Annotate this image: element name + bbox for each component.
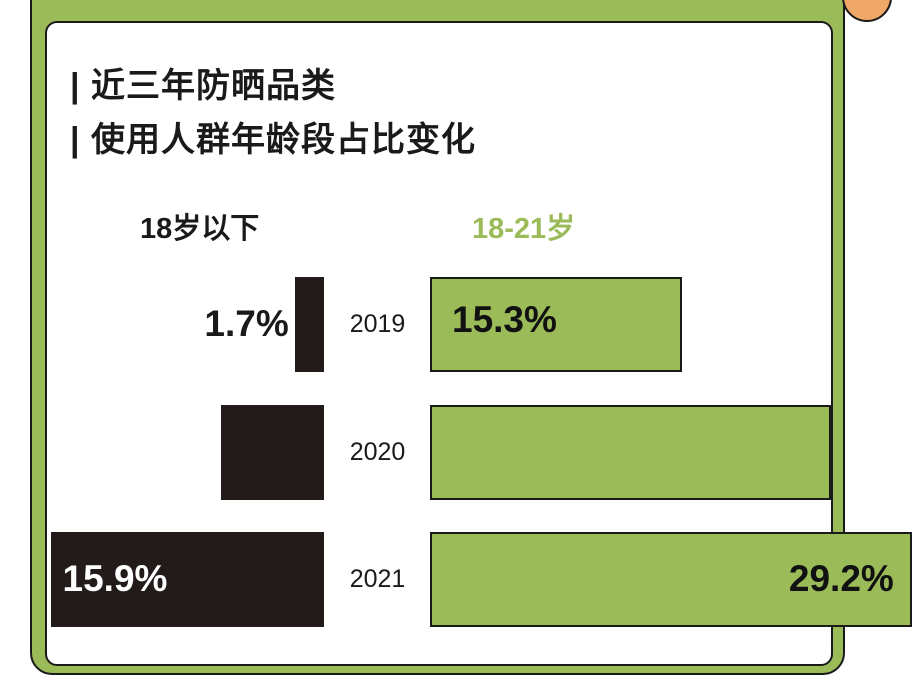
value-label-under-18-2021: 15.9% bbox=[62, 558, 168, 599]
year-label-2020: 2020 bbox=[349, 438, 406, 466]
year-label-2021: 2021 bbox=[349, 565, 406, 593]
bar-under-18-2020 bbox=[220, 405, 324, 500]
bar-under-18-2021 bbox=[50, 532, 324, 627]
value-label-18-21-2021: 29.2% bbox=[788, 558, 894, 599]
bar-under-18-2019 bbox=[294, 277, 324, 372]
value-label-18-21-2019: 15.3% bbox=[452, 299, 557, 340]
year-label-2019: 2019 bbox=[349, 310, 406, 338]
title-line-1: | 近三年防晒品类 bbox=[70, 67, 336, 105]
bar-18-21-2020 bbox=[430, 405, 831, 500]
legend-under-18: 18岁以下 bbox=[140, 213, 260, 245]
bar-18-21-2021 bbox=[430, 532, 912, 627]
orange-decoration bbox=[842, 0, 892, 22]
title-line-2: | 使用人群年龄段占比变化 bbox=[70, 121, 476, 159]
legend-18-21: 18-21岁 bbox=[472, 213, 576, 245]
bar-18-21-2019 bbox=[430, 277, 683, 372]
value-label-under-18-2019: 1.7% bbox=[204, 303, 289, 344]
